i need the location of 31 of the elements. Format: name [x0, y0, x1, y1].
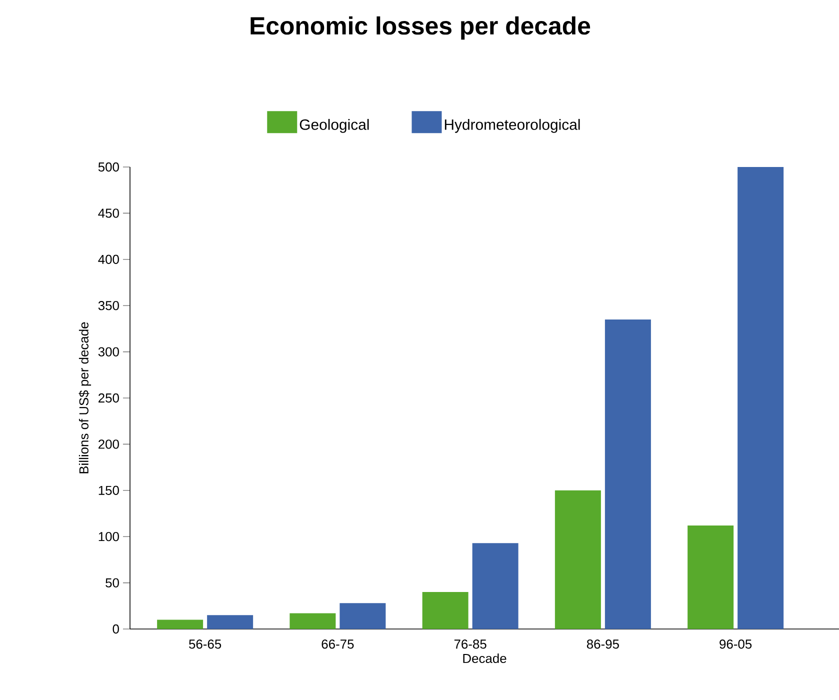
y-tick-label: 500: [98, 162, 119, 172]
legend-label: Hydrometeorological: [444, 118, 580, 133]
y-tick-label: 100: [98, 532, 119, 542]
y-tick-label: 150: [98, 486, 119, 495]
bar: [340, 603, 386, 629]
bar: [472, 543, 518, 629]
y-tick-label: 350: [98, 301, 119, 310]
bar: [290, 613, 336, 629]
bar: [422, 592, 468, 629]
y-tick-label: 400: [98, 254, 119, 264]
y-tick-label: 50: [106, 578, 119, 588]
bar: [207, 615, 254, 629]
legend-label: Geological: [300, 118, 369, 133]
chart-title: Economic losses per decade: [250, 16, 590, 40]
bar: [157, 620, 204, 629]
x-axis-title: Decade: [463, 654, 506, 664]
x-tick-label: 56-65: [189, 640, 222, 649]
y-tick-label: 200: [98, 440, 119, 449]
x-tick-label: 96-05: [720, 640, 752, 649]
y-axis-title: Billions of US$ per decade: [78, 322, 92, 474]
y-tick-label: 300: [98, 347, 119, 356]
bar: [688, 526, 734, 629]
x-tick-label: 86-95: [586, 640, 619, 649]
y-tick-label: 250: [98, 393, 119, 403]
bar: [738, 166, 784, 629]
y-tick-label: 450: [98, 208, 119, 218]
bar: [604, 319, 651, 629]
y-tick-label: 0: [112, 624, 119, 634]
x-tick-label: 76-85: [454, 640, 486, 649]
bar: [554, 490, 601, 629]
x-tick-label: 66-75: [322, 640, 354, 649]
